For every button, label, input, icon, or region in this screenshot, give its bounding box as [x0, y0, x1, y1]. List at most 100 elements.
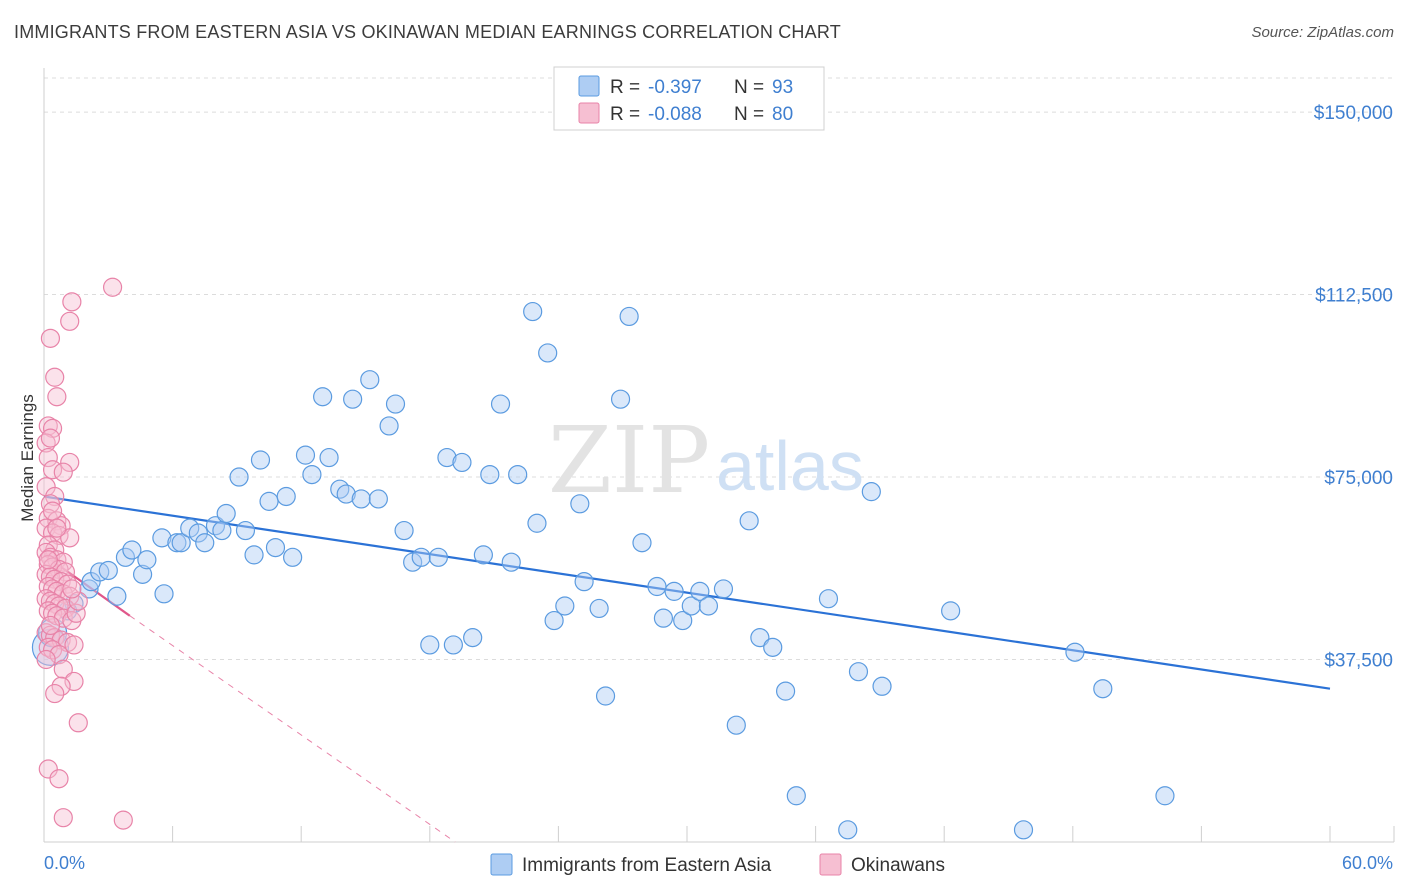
legend-n-value-0: 93 [772, 77, 793, 98]
eastern-asia-point-42 [385, 394, 406, 414]
eastern-asia-point-24 [235, 520, 256, 541]
okinawan-point-74 [40, 615, 61, 636]
eastern-asia-point-70 [653, 608, 674, 628]
eastern-asia-point-26 [250, 450, 271, 470]
okinawan-point-78 [42, 501, 63, 521]
okinawan-point-65 [53, 659, 73, 679]
eastern-asia-point-32 [302, 464, 322, 485]
okinawan-point-3 [40, 328, 61, 348]
eastern-asia-point-68 [632, 533, 652, 553]
gridlines [44, 77, 1394, 661]
eastern-asia-point-47 [428, 547, 448, 567]
eastern-asia-point-50 [452, 452, 472, 473]
legend-r-value-1: -0.088 [648, 104, 702, 125]
eastern-asia-point-77 [726, 715, 746, 735]
okinawan-point-71 [49, 769, 69, 789]
eastern-asia-point-69 [647, 576, 667, 597]
eastern-asia-point-40 [368, 489, 388, 509]
okinawan-point-10 [38, 447, 58, 468]
okinawan-point-76 [38, 550, 58, 570]
legend: R = -0.397 N = 93 R = -0.088 N = 80 [553, 66, 825, 131]
eastern-asia-point-88 [941, 601, 961, 621]
eastern-asia-point-79 [750, 628, 770, 648]
okinawan-point-72 [53, 808, 73, 828]
okinawan-point-75 [68, 591, 88, 611]
eastern-asia-point-73 [681, 596, 701, 616]
okinawan-point-23 [60, 528, 80, 548]
eastern-asia-point-49 [443, 635, 463, 655]
okinawan-point-67 [51, 676, 71, 696]
okinawan-point-54 [66, 603, 86, 623]
eastern-asia-point-13 [152, 528, 172, 548]
okinawan-point-64 [36, 649, 56, 670]
eastern-asia-point-91 [1093, 679, 1113, 699]
eastern-asia-point-65 [595, 686, 616, 706]
eastern-asia-point-83 [818, 589, 839, 609]
eastern-asia-point-45 [411, 547, 431, 567]
eastern-asia-point-76 [713, 579, 734, 599]
okinawan-point-70 [38, 759, 58, 779]
bottom-legend-label-okinawans: Okinawans [851, 855, 945, 876]
eastern-asia-point-46 [420, 635, 440, 655]
legend-n-label-0: N = [734, 77, 764, 98]
eastern-asia-point-14 [154, 584, 174, 604]
eastern-asia-point-90 [1065, 642, 1085, 662]
eastern-asia-point-72 [673, 610, 693, 631]
x-tick-label-0: 0.0% [44, 853, 85, 873]
okinawan-point-68 [45, 683, 65, 704]
legend-swatch-blue [578, 75, 600, 97]
eastern-asia-point-84 [838, 820, 858, 840]
eastern-asia-point-64 [589, 598, 609, 619]
okinawan-point-4 [45, 367, 65, 387]
okinawan-point-33 [55, 562, 76, 582]
eastern-asia-point-38 [351, 489, 371, 509]
bottom-legend-label-eastern-asia: Immigrants from Eastern Asia [522, 855, 772, 876]
eastern-asia-point-58 [527, 513, 547, 533]
eastern-asia-point-75 [698, 596, 719, 616]
eastern-asia-point-63 [574, 572, 594, 592]
eastern-asia-point-22 [216, 503, 236, 524]
trend-line-eastern-asia [43, 495, 1331, 690]
eastern-asia-point-8 [107, 586, 127, 606]
x-tick-labels: 0.0% 60.0% [44, 853, 1393, 873]
y-tick-label-1: $75,000 [1324, 468, 1393, 489]
eastern-asia-point-62 [570, 494, 590, 514]
bottom-legend-swatch-blue [490, 853, 513, 876]
series-eastern-asia-points [31, 301, 1175, 840]
chart-title: IMMIGRANTS FROM EASTERN ASIA VS OKINAWAN… [14, 22, 841, 42]
okinawan-point-69 [68, 713, 88, 733]
y-tick-label-2: $112,500 [1315, 286, 1393, 307]
eastern-asia-point-52 [473, 545, 493, 565]
eastern-asia-point-28 [265, 537, 286, 558]
eastern-asia-point-55 [501, 552, 521, 572]
eastern-asia-point-82 [786, 786, 806, 806]
okinawan-point-73 [113, 810, 133, 830]
eastern-asia-point-56 [508, 464, 528, 485]
source-credit: Source: ZipAtlas.com [1251, 24, 1394, 41]
y-tick-label-0: $37,500 [1324, 651, 1393, 672]
eastern-asia-point-10 [122, 540, 142, 560]
eastern-asia-point-66 [610, 389, 631, 409]
eastern-asia-point-31 [295, 445, 316, 465]
watermark: ZIP atlas [548, 407, 864, 514]
eastern-asia-point-33 [313, 387, 333, 407]
eastern-asia-point-57 [523, 301, 543, 322]
trend-line-okinawans-extension [129, 615, 456, 843]
eastern-asia-point-87 [872, 676, 892, 696]
eastern-asia-point-71 [664, 581, 684, 601]
legend-n-value-1: 80 [772, 104, 793, 125]
eastern-asia-point-12 [137, 550, 157, 570]
legend-n-label-1: N = [734, 104, 764, 125]
y-tick-label-3: $150,000 [1314, 103, 1393, 124]
eastern-asia-point-43 [394, 520, 414, 541]
y-axis-label: Median Earnings [18, 394, 37, 522]
eastern-asia-point-54 [490, 394, 511, 414]
legend-r-label-1: R = [610, 104, 640, 125]
okinawan-point-1 [62, 292, 82, 312]
bottom-legend: Immigrants from Eastern Asia Okinawans [490, 853, 945, 876]
eastern-asia-point-80 [763, 637, 783, 657]
watermark-atlas: atlas [716, 427, 864, 505]
okinawan-point-60 [64, 635, 84, 655]
eastern-asia-point-86 [861, 482, 881, 502]
